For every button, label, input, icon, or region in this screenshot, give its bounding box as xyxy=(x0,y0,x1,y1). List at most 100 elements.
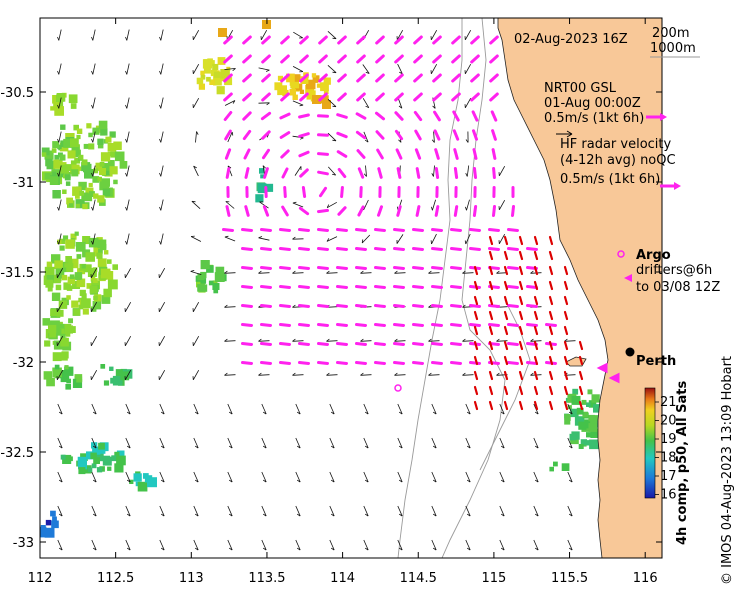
sst-pixel xyxy=(213,288,219,294)
model-arrow xyxy=(431,505,437,517)
sst-pixel xyxy=(116,455,126,466)
hf-arrow xyxy=(507,323,519,327)
sst-pixel xyxy=(76,278,86,288)
coastal-arrow xyxy=(503,280,509,291)
sst-pixel xyxy=(87,467,93,472)
sst-pixel xyxy=(73,308,80,316)
hf-arrow xyxy=(280,92,290,102)
sst-pixel xyxy=(44,340,51,347)
model-arrow xyxy=(499,505,505,517)
model-arrow xyxy=(224,304,236,308)
sst-pixel xyxy=(257,184,267,194)
model-arrow xyxy=(499,437,505,449)
model-arrow xyxy=(57,539,63,551)
sst-pixel xyxy=(200,278,207,284)
coastal-arrow xyxy=(518,325,524,336)
sst-pixel xyxy=(311,73,317,78)
sst-pixel xyxy=(220,69,230,79)
sst-pixel xyxy=(78,304,84,310)
sst-pixel xyxy=(214,272,225,282)
sst-pixel xyxy=(198,83,205,90)
sst-pixel xyxy=(587,389,593,395)
hf-arrow xyxy=(260,323,272,327)
hf-arrow xyxy=(412,266,424,270)
sst-pixel xyxy=(212,282,220,290)
hf-arrow xyxy=(301,186,307,198)
sst-pixel xyxy=(64,366,74,376)
sst-pixel xyxy=(92,267,98,272)
coastal-arrow xyxy=(503,340,509,351)
sst-pixel xyxy=(274,82,283,91)
sst-pixel xyxy=(61,267,67,273)
model-arrow xyxy=(125,29,130,41)
model-arrow xyxy=(125,471,131,483)
hf-arrow xyxy=(469,228,481,232)
model-arrow xyxy=(360,338,372,342)
model-arrow xyxy=(292,372,304,376)
coastal-arrow xyxy=(563,340,569,351)
sst-pixel xyxy=(320,95,329,104)
hf-arrow xyxy=(241,228,253,232)
coastal-arrow xyxy=(473,355,479,366)
hf-scale: 0.5m/s (1kt 6h) xyxy=(560,172,660,187)
isobath-200m xyxy=(441,18,506,558)
hf-arrow xyxy=(298,285,310,289)
coastal-arrow xyxy=(533,235,539,246)
hf-arrow xyxy=(298,113,310,119)
model-arrow xyxy=(57,437,63,449)
model-arrow xyxy=(225,201,235,209)
sst-pixel xyxy=(561,463,570,471)
model-arrow xyxy=(56,370,64,380)
model-arrow xyxy=(192,64,200,74)
colorbar-ticks: 21 20 19 18 17 16 xyxy=(655,395,677,503)
hf-arrow xyxy=(412,342,424,346)
model-arrow xyxy=(428,338,440,342)
model-arrow xyxy=(224,100,236,106)
sst-pixel xyxy=(74,231,79,236)
coastal-arrow xyxy=(503,400,509,411)
sst-pixel xyxy=(220,57,225,62)
sst-pixel xyxy=(113,141,122,150)
coastal-arrow xyxy=(563,265,569,276)
sst-pixel xyxy=(116,371,122,377)
hf-arrow xyxy=(279,112,291,120)
model-arrow xyxy=(292,66,304,73)
model-arrow xyxy=(56,336,64,346)
model-arrow xyxy=(57,131,62,143)
model-arrow xyxy=(498,200,506,210)
hf-arrow xyxy=(492,167,496,179)
depth-1000-label: 1000m xyxy=(650,41,696,56)
sst-pixel xyxy=(109,166,118,175)
sst-pixel xyxy=(66,197,73,205)
coastal-arrow xyxy=(548,325,554,336)
hf-arrow xyxy=(336,228,348,232)
model-arrow xyxy=(292,135,304,140)
hf-arrow xyxy=(279,131,291,139)
model-arrow xyxy=(159,165,164,177)
model-arrow xyxy=(465,199,470,211)
sst-pixel xyxy=(52,141,60,148)
model-arrow xyxy=(396,234,404,244)
model-arrow xyxy=(227,403,233,415)
model-arrow xyxy=(125,233,130,245)
sst-pixel xyxy=(218,28,227,37)
x-tick-label: 116 xyxy=(633,571,658,586)
sst-pixel xyxy=(265,183,274,192)
hf-arrow xyxy=(412,361,424,365)
x-tick-label: 115.5 xyxy=(551,571,588,586)
hf-arrow xyxy=(412,304,424,308)
hf-arrow xyxy=(489,92,499,102)
sst-pixel xyxy=(54,372,61,379)
model-arrow xyxy=(261,437,267,449)
sst-pixel xyxy=(567,405,572,410)
sst-pixel xyxy=(91,280,100,290)
sst-pixel xyxy=(99,168,106,175)
hf-arrow xyxy=(336,131,348,139)
sst-pixel xyxy=(58,300,68,309)
hf-arrow xyxy=(299,168,309,178)
hf-arrow xyxy=(451,54,461,64)
sst-pixel xyxy=(111,455,118,462)
x-tick-label: 113.5 xyxy=(248,571,285,586)
hf-arrow xyxy=(507,247,519,251)
sst-pixel xyxy=(69,274,75,279)
